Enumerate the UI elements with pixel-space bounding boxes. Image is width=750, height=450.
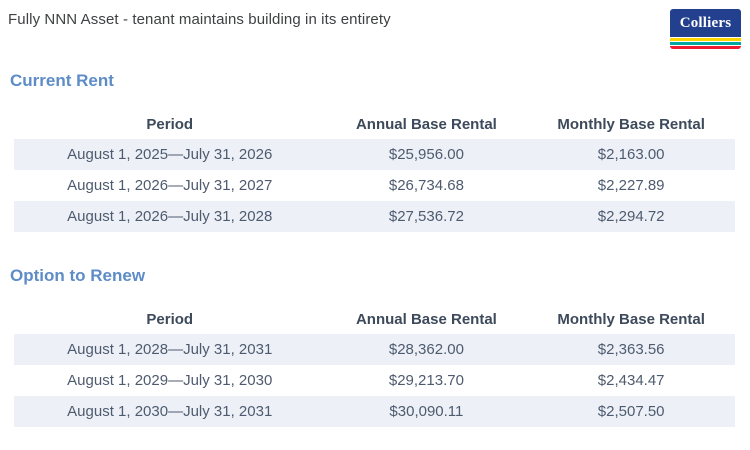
monthly-rental-cell: $2,294.72 xyxy=(597,208,665,225)
monthly-rental-cell: $2,434.47 xyxy=(597,372,665,389)
colliers-logo-text: Colliers xyxy=(679,14,732,31)
table-header-row: Period Annual Base Rental Monthly Base R… xyxy=(14,110,735,139)
annual-rental-cell: $27,536.72 xyxy=(388,208,464,225)
table-row: August 1, 2029—July 31, 2030 $29,213.70 … xyxy=(14,365,735,396)
annual-rental-cell: $25,956.00 xyxy=(388,146,464,163)
monthly-rental-cell: $2,227.89 xyxy=(597,177,665,194)
period-cell: August 1, 2028—July 31, 2031 xyxy=(67,341,273,358)
period-cell: August 1, 2026—July 31, 2027 xyxy=(67,177,273,194)
column-header-monthly-base-rental: Monthly Base Rental xyxy=(557,311,705,328)
table-row: August 1, 2028—July 31, 2031 $28,362.00 … xyxy=(14,334,735,365)
period-cell: August 1, 2029—July 31, 2030 xyxy=(67,372,273,389)
annual-rental-cell: $28,362.00 xyxy=(388,341,464,358)
period-cell: August 1, 2025—July 31, 2026 xyxy=(67,146,273,163)
monthly-rental-cell: $2,363.56 xyxy=(597,341,665,358)
annual-rental-cell: $30,090.11 xyxy=(389,403,464,420)
period-cell: August 1, 2026—July 31, 2028 xyxy=(67,208,273,225)
section-heading-current-rent: Current Rent xyxy=(10,71,114,90)
column-header-annual-base-rental: Annual Base Rental xyxy=(355,311,497,328)
document-header: Fully NNN Asset - tenant maintains build… xyxy=(0,0,750,49)
column-header-annual-base-rental: Annual Base Rental xyxy=(355,116,497,133)
logo-stripe-red xyxy=(670,46,741,49)
document-title: Fully NNN Asset - tenant maintains build… xyxy=(8,11,391,28)
column-header-period: Period xyxy=(146,116,194,133)
option-to-renew-table: Period Annual Base Rental Monthly Base R… xyxy=(14,305,735,427)
monthly-rental-cell: $2,163.00 xyxy=(597,146,665,163)
table-row: August 1, 2025—July 31, 2026 $25,956.00 … xyxy=(14,139,735,170)
colliers-logo: Colliers xyxy=(670,9,741,49)
column-header-period: Period xyxy=(146,311,194,328)
section-heading-option-to-renew: Option to Renew xyxy=(10,266,146,285)
table-header-row: Period Annual Base Rental Monthly Base R… xyxy=(14,305,735,334)
monthly-rental-cell: $2,507.50 xyxy=(597,403,665,420)
table-row: August 1, 2026—July 31, 2027 $26,734.68 … xyxy=(14,170,735,201)
colliers-logo-box: Colliers xyxy=(670,9,741,37)
table-row: August 1, 2030—July 31, 2031 $30,090.11 … xyxy=(14,396,735,427)
annual-rental-cell: $26,734.68 xyxy=(388,177,464,194)
period-cell: August 1, 2030—July 31, 2031 xyxy=(67,403,273,420)
column-header-monthly-base-rental: Monthly Base Rental xyxy=(557,116,705,133)
table-row: August 1, 2026—July 31, 2028 $27,536.72 … xyxy=(14,201,735,232)
logo-stripe-teal xyxy=(670,42,741,45)
logo-stripe-yellow xyxy=(670,38,741,41)
annual-rental-cell: $29,213.70 xyxy=(388,372,464,389)
current-rent-table: Period Annual Base Rental Monthly Base R… xyxy=(14,110,735,232)
